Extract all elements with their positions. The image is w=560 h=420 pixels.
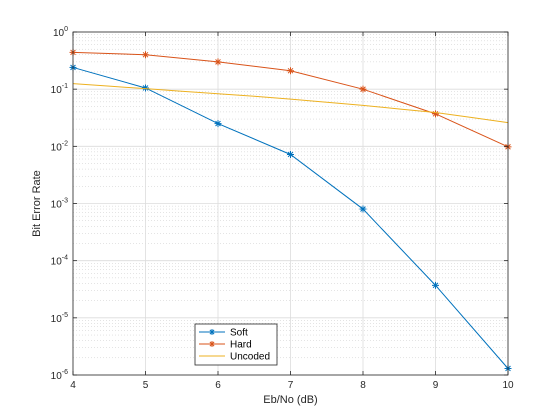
data-point-hard [214, 58, 222, 66]
y-tick-label: 10-4 [51, 255, 68, 268]
x-tick-label: 9 [433, 380, 439, 391]
data-point-soft [214, 120, 222, 128]
legend-label-uncoded: Uncoded [230, 352, 270, 363]
axis-ticks [72, 31, 509, 376]
marker-stroke [287, 151, 294, 158]
series-line-uncoded [72, 83, 509, 124]
x-axis-title: Eb/No (dB) [263, 394, 317, 406]
data-point-hard [432, 110, 439, 118]
marker-stroke [209, 329, 215, 335]
marker-stroke [209, 341, 215, 347]
data-point-soft [432, 281, 439, 289]
data-point-soft [142, 84, 149, 92]
marker-stroke [287, 67, 294, 74]
y-tick-label: 10-3 [51, 198, 68, 211]
data-point-soft [287, 150, 294, 158]
legend-label-hard: Hard [230, 340, 252, 351]
y-tick-label: 100 [53, 26, 68, 39]
data-point-hard [287, 67, 294, 75]
y-axis-title: Bit Error Rate [31, 170, 43, 237]
marker-stroke [360, 86, 366, 92]
marker-stroke [432, 282, 439, 289]
x-tick-label: 4 [70, 380, 76, 391]
x-tick-label: 8 [360, 380, 366, 391]
legend-marker-hard [209, 341, 215, 347]
x-tick-label: 10 [502, 380, 514, 391]
marker-stroke [142, 51, 149, 58]
marker-stroke [432, 111, 439, 117]
marker-stroke [360, 206, 366, 212]
y-tick-label: 10-2 [51, 140, 68, 153]
legend-marker-soft [209, 329, 215, 335]
marker-stroke [215, 59, 221, 65]
data-point-hard [142, 51, 149, 59]
y-tick-label: 10-6 [51, 369, 68, 382]
x-tick-label: 5 [143, 380, 149, 391]
data-point-soft [359, 205, 367, 213]
marker-stroke [215, 120, 221, 127]
x-tick-label: 7 [288, 380, 294, 391]
data-point-hard [359, 85, 367, 93]
y-tick-label: 10-5 [51, 312, 68, 325]
y-tick-label: 10-1 [51, 83, 68, 96]
x-tick-label: 6 [215, 380, 221, 391]
marker-stroke [142, 85, 149, 91]
legend-label-soft: Soft [230, 328, 248, 339]
